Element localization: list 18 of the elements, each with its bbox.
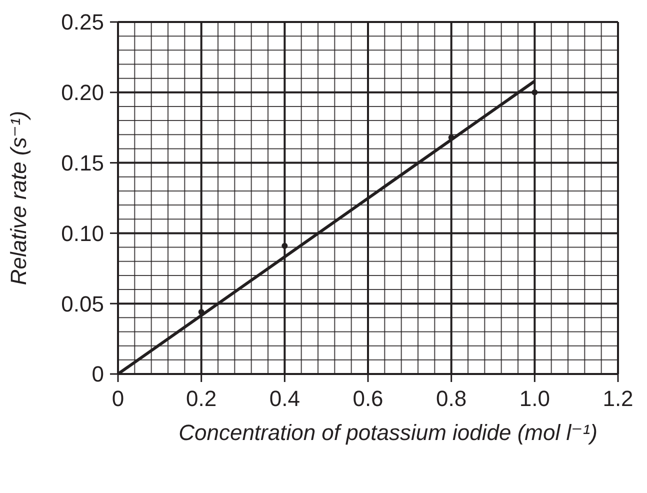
y-tick-label: 0.20 [61, 80, 104, 106]
x-tick-label: 0.2 [186, 386, 217, 411]
x-tick-label: 0.6 [352, 386, 384, 411]
y-tick-label: 0.25 [61, 10, 104, 35]
point [282, 242, 288, 249]
x-axis-title: Concentration of potassium iodide (mol l⁻¹) [178, 420, 598, 445]
x-tick-label: 1.0 [519, 386, 550, 411]
y-tick-label: 0 [92, 362, 104, 387]
y-tick-label: 0.10 [61, 220, 104, 246]
x-tick-label: 1.2 [602, 386, 634, 411]
point [532, 89, 538, 96]
y-tick-label: 0.05 [61, 291, 104, 316]
x-tick-label: 0.4 [269, 386, 300, 411]
y-tick-label: 0.15 [61, 150, 104, 176]
y-axis-title: Relative rate (s⁻¹) [6, 110, 31, 286]
x-tick-label: 0.8 [436, 386, 467, 411]
x-tick-label: 0 [112, 386, 124, 411]
point [198, 309, 204, 316]
